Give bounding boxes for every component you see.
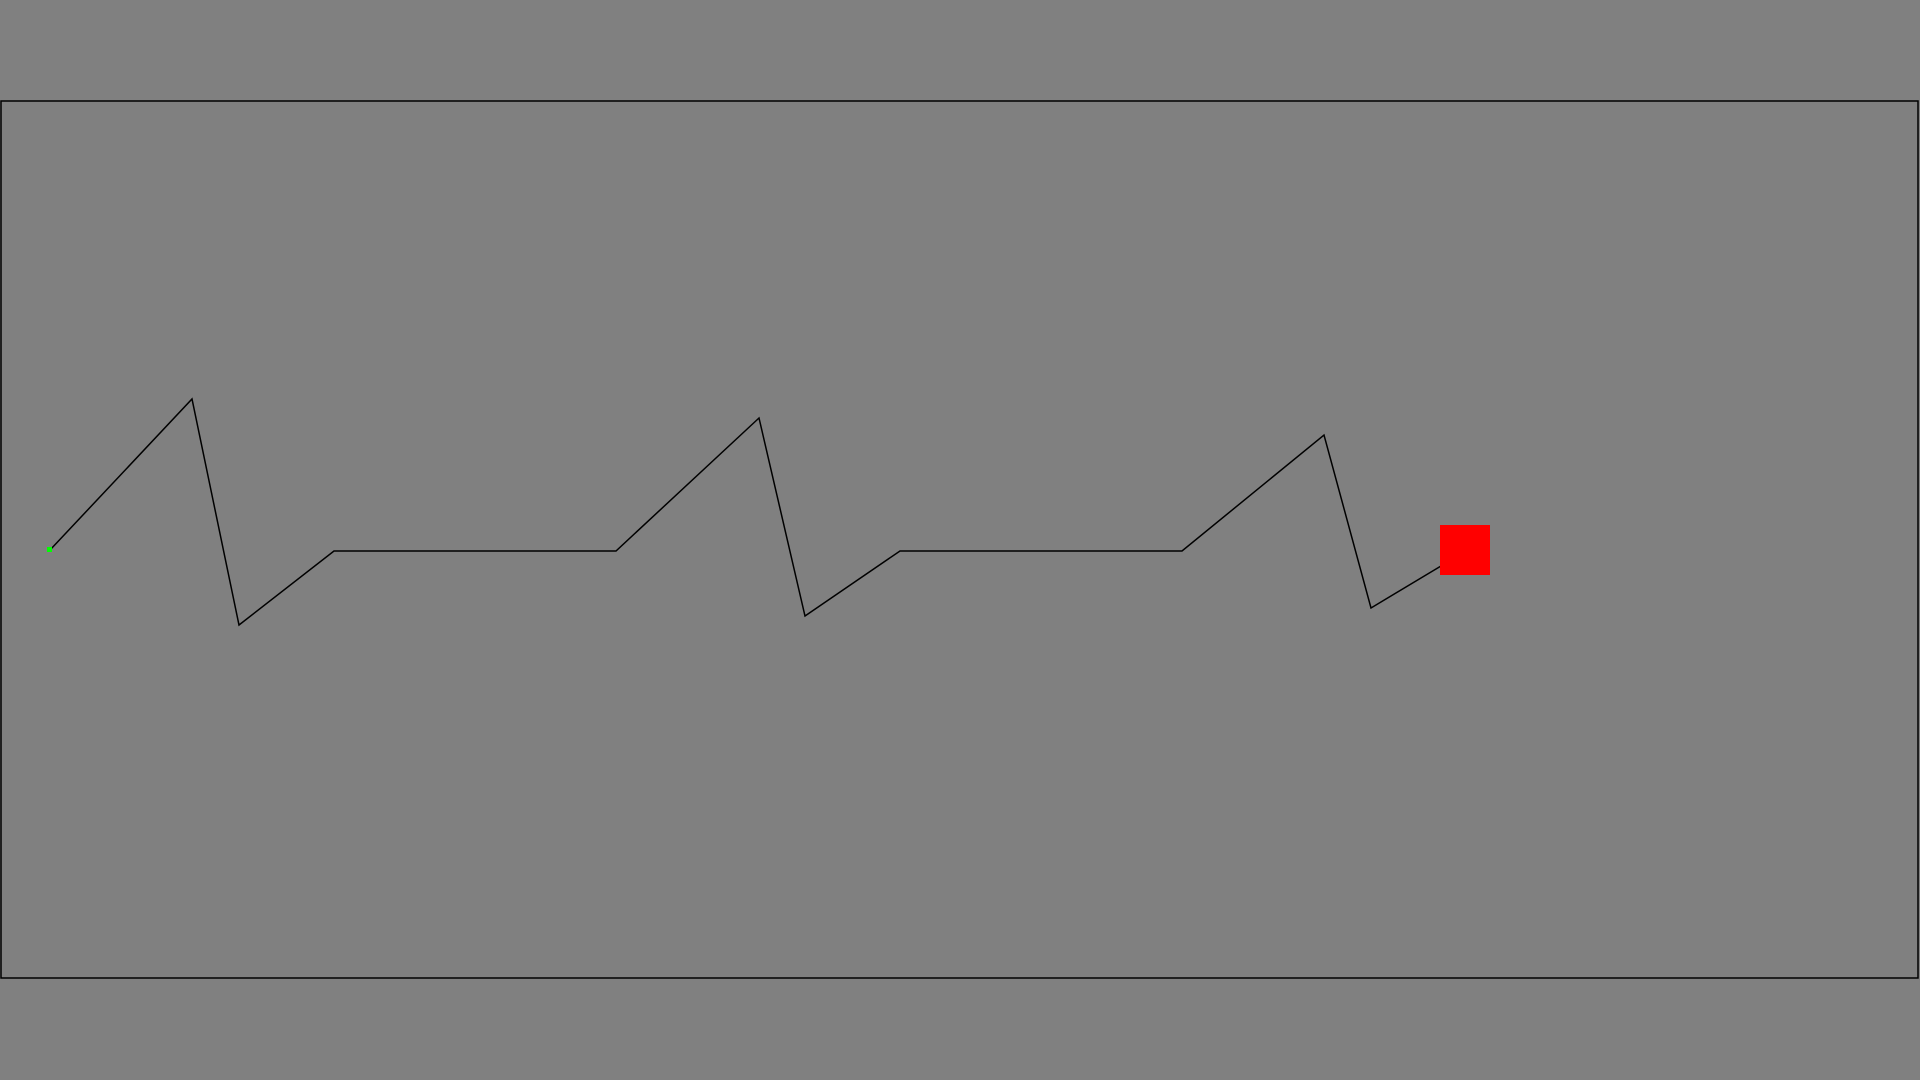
player-block[interactable] <box>1440 525 1490 575</box>
arena-border <box>0 100 1919 979</box>
start-marker <box>47 547 52 552</box>
trail-path <box>49 397 1442 627</box>
